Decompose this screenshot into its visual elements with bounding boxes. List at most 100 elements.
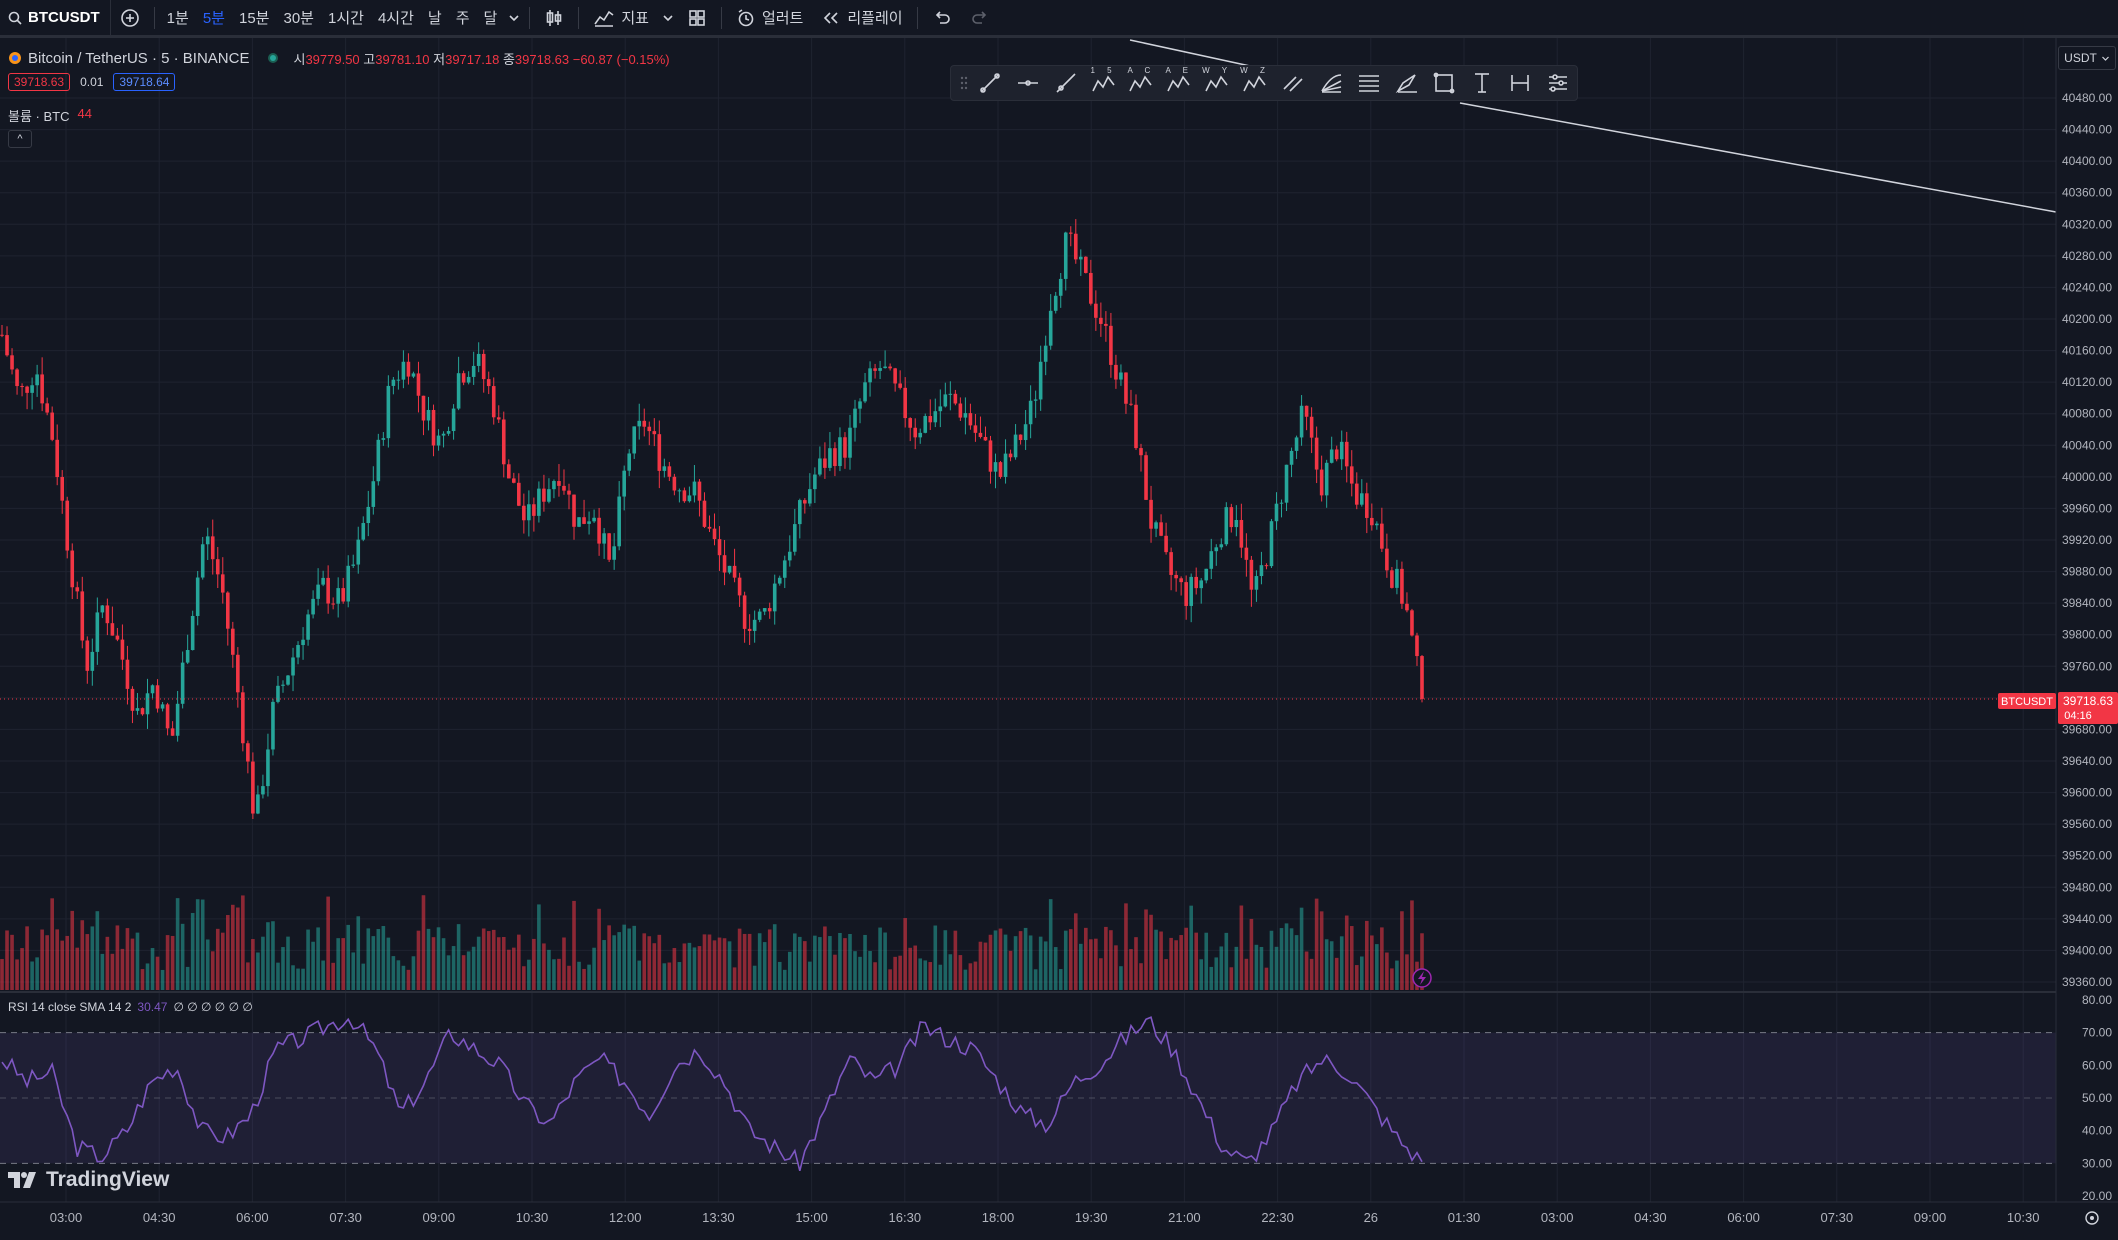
- redo-button[interactable]: [961, 0, 999, 37]
- pattern-ac-tool-icon[interactable]: A C: [1122, 65, 1160, 101]
- volume-bar: [1184, 927, 1188, 990]
- volume-bar: [868, 951, 872, 990]
- chart-type-button[interactable]: [535, 0, 573, 37]
- lightning-icon[interactable]: [1412, 968, 1432, 988]
- collapse-legend-button[interactable]: ^: [8, 130, 32, 148]
- volume-bar: [411, 956, 416, 990]
- compare-add-button[interactable]: [111, 0, 149, 37]
- volume-bar: [622, 924, 626, 990]
- candle-body: [1204, 568, 1209, 581]
- indicators-button[interactable]: 지표: [584, 0, 658, 37]
- timeframe-4h[interactable]: 4시간: [377, 10, 414, 27]
- trend-line-drawing[interactable]: [1129, 39, 1251, 67]
- candle-body: [261, 786, 265, 795]
- pattern-wy-tool-icon[interactable]: W Y: [1198, 65, 1236, 101]
- timeframe-month[interactable]: 달: [483, 10, 498, 27]
- volume-bar: [717, 937, 722, 990]
- candle-body: [1259, 565, 1264, 577]
- volume-bar: [446, 955, 451, 990]
- trend-line-drawing[interactable]: [1459, 102, 2057, 213]
- timeframe-dropdown-button[interactable]: [504, 0, 524, 37]
- replay-button[interactable]: 리플레이: [812, 0, 911, 37]
- volume-bar: [0, 959, 4, 990]
- currency-select[interactable]: USDT: [2058, 46, 2116, 70]
- candle-body: [60, 477, 65, 501]
- chevron-down-icon: [663, 14, 673, 21]
- parallel-channel-tool-icon[interactable]: [1274, 65, 1312, 101]
- undo-button[interactable]: [923, 0, 961, 37]
- fib-fan-tool-icon[interactable]: [1312, 65, 1350, 101]
- fib-retracement-tool-icon[interactable]: [1350, 65, 1388, 101]
- volume-bar: [792, 933, 797, 990]
- candle-body: [933, 411, 938, 423]
- layouts-button[interactable]: [678, 0, 716, 37]
- timeframe-5m[interactable]: 5분: [202, 10, 225, 27]
- volume-bar: [1089, 939, 1093, 990]
- volume-bar: [1063, 930, 1068, 990]
- candle-body: [175, 703, 180, 736]
- horizontal-ray-tool-icon[interactable]: [1009, 65, 1047, 101]
- timeframe-day[interactable]: 날: [427, 10, 442, 27]
- drawing-settings-icon[interactable]: [1539, 65, 1577, 101]
- candle-body: [968, 413, 973, 426]
- candle-body: [105, 605, 110, 624]
- pattern-ae-tool-icon[interactable]: A E: [1160, 65, 1198, 101]
- indicators-dropdown-button[interactable]: [658, 0, 678, 37]
- pattern-15-tool-icon[interactable]: 1 5: [1085, 65, 1123, 101]
- price-label: 40480.00: [2062, 91, 2112, 105]
- candle-body: [1144, 455, 1148, 500]
- candle-body: [1043, 345, 1048, 362]
- rectangle-tool-icon[interactable]: [1425, 65, 1463, 101]
- candle-body: [522, 505, 526, 521]
- time-axis[interactable]: [0, 1201, 2118, 1240]
- settings-gear-icon[interactable]: [2085, 1211, 2099, 1225]
- trend-line-tool-icon[interactable]: [971, 65, 1009, 101]
- timeframe-week[interactable]: 주: [455, 10, 470, 27]
- measure-tool-icon[interactable]: [1501, 65, 1539, 101]
- candle-body: [1018, 434, 1023, 441]
- price-scale-labels: 40480.00 40440.00 40400.00 40360.00 40320.00…: [2062, 91, 2112, 989]
- volume-bar: [331, 962, 335, 990]
- alert-button[interactable]: 얼러트: [727, 0, 812, 37]
- redo-icon: [971, 10, 986, 24]
- buy-price-button[interactable]: 39718.64: [113, 73, 176, 91]
- volume-bar: [1289, 928, 1294, 990]
- tradingview-logo[interactable]: TradingView: [8, 1168, 169, 1192]
- candle-body: [296, 645, 300, 658]
- price-scale[interactable]: [2055, 38, 2118, 1202]
- rsi-scale-label: 50.00: [2082, 1091, 2112, 1105]
- legend-symbol[interactable]: Bitcoin / TetherUS · 5 · BINANCE: [28, 49, 250, 67]
- candle-body: [1294, 437, 1299, 451]
- candle-body: [1319, 469, 1324, 496]
- candle-body: [336, 588, 340, 604]
- volume-bar: [823, 926, 827, 990]
- timeframe-15m[interactable]: 15분: [238, 10, 270, 27]
- timeframe-1h[interactable]: 1시간: [327, 10, 364, 27]
- ray-tool-icon[interactable]: [1047, 65, 1085, 101]
- text-tool-icon[interactable]: [1463, 65, 1501, 101]
- volume-label: 볼륨 · BTC: [8, 109, 70, 124]
- price-label: 39760.00: [2062, 659, 2112, 673]
- candle-body: [1234, 519, 1239, 528]
- volume-bar: [155, 956, 160, 990]
- volume-bar: [501, 936, 506, 990]
- market-status-icon[interactable]: [265, 51, 281, 65]
- volume-bar: [1309, 958, 1314, 990]
- volume-bar: [572, 900, 576, 990]
- timeframe-30m[interactable]: 30분: [283, 10, 314, 27]
- symbol-search-button[interactable]: BTCUSDT: [0, 0, 111, 37]
- candle-body: [632, 426, 637, 454]
- drag-handle-icon[interactable]: [957, 65, 971, 101]
- pattern-wz-tool-icon[interactable]: W Z: [1236, 65, 1274, 101]
- candlestick-series: [0, 219, 1424, 819]
- candle-body: [1033, 399, 1038, 401]
- sell-price-button[interactable]: 39718.63: [8, 73, 71, 91]
- volume-bar: [25, 926, 29, 990]
- last-price-symbol: BTCUSDT: [2001, 696, 2053, 708]
- timeframe-1m[interactable]: 1분: [166, 10, 189, 27]
- chart-canvas[interactable]: 40480.00 40440.00 40400.00 40360.00 40320.00…: [0, 38, 2118, 1240]
- volume-bar: [386, 937, 391, 990]
- candle-body: [848, 427, 852, 458]
- candle-body: [1149, 499, 1153, 529]
- brush-tool-icon[interactable]: [1388, 65, 1426, 101]
